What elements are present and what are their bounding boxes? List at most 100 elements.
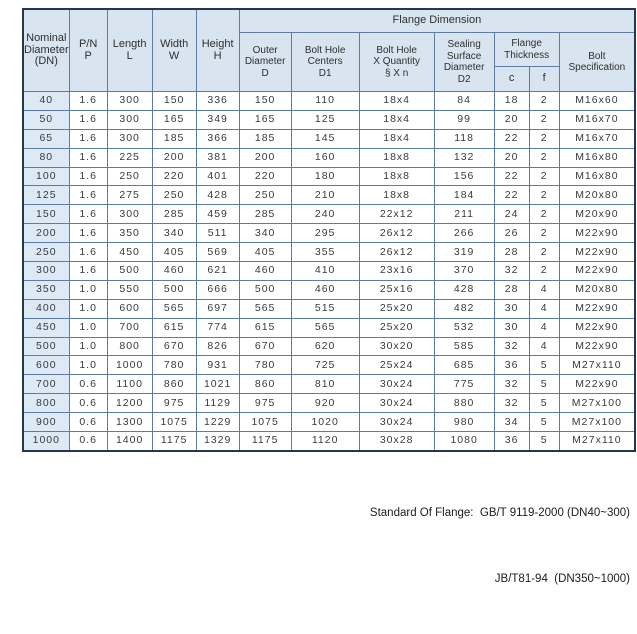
table-cell: 36: [493, 431, 530, 452]
table-cell: 184: [433, 185, 495, 206]
table-cell: M22x90: [558, 336, 636, 357]
table-cell: 110: [290, 91, 360, 111]
col-header-pn: P/N P: [68, 8, 108, 92]
cell-nominal-diameter: 900: [22, 412, 70, 433]
table-cell: 165: [151, 109, 197, 130]
table-cell: 5: [528, 431, 560, 452]
table-cell: 1.6: [68, 109, 108, 130]
table-cell: 428: [195, 185, 240, 206]
table-cell: 2: [528, 109, 560, 130]
table-cell: 980: [433, 412, 495, 433]
table-cell: M20x80: [558, 185, 636, 206]
table-cell: 28: [493, 242, 530, 263]
col-header-height: Height H: [195, 8, 240, 92]
table-cell: M22x90: [558, 261, 636, 281]
table-cell: M27x100: [558, 412, 636, 433]
table-cell: 250: [238, 185, 292, 206]
table-cell: 220: [238, 166, 292, 187]
table-row: 500 1.0 800 670 826 670 620 30x20 585 32 4 M22x90: [22, 336, 636, 357]
table-cell: 145: [290, 128, 360, 149]
table-cell: 266: [433, 223, 495, 244]
table-cell: 25x20: [358, 317, 435, 338]
table-cell: 1.0: [68, 336, 108, 357]
standard-line-1: Standard Of Flange: GB/T 9119-2000 (DN40…: [369, 507, 630, 519]
cell-nominal-diameter: 250: [22, 242, 70, 263]
table-cell: M20x80: [558, 279, 636, 300]
table-cell: 780: [151, 355, 197, 376]
table-cell: 2: [528, 204, 560, 225]
table-cell: 295: [290, 223, 360, 244]
table-cell: 5: [528, 355, 560, 376]
table-cell: 200: [151, 147, 197, 168]
cell-nominal-diameter: 300: [22, 261, 70, 281]
table-cell: 319: [433, 242, 495, 263]
group-header-flange-dimension: Flange Dimension: [238, 8, 636, 33]
table-cell: 2: [528, 166, 560, 187]
table-cell: 34: [493, 412, 530, 433]
table-cell: 185: [238, 128, 292, 149]
table-cell: 1.6: [68, 223, 108, 244]
table-cell: 931: [195, 355, 240, 376]
table-cell: 2: [528, 128, 560, 149]
table-cell: 1.0: [68, 317, 108, 338]
table-cell: 1175: [238, 431, 292, 452]
col-header-bolt-hole-centers: Bolt Hole Centers D1: [290, 32, 360, 92]
table-cell: 1120: [290, 431, 360, 452]
table-cell: 670: [238, 336, 292, 357]
table-row: 100 1.6 250 220 401 220 180 18x8 156 22 2 M16x80: [22, 166, 636, 187]
table-cell: 1.0: [68, 355, 108, 376]
cell-nominal-diameter: 100: [22, 166, 70, 187]
table-cell: 685: [433, 355, 495, 376]
table-cell: 1020: [290, 412, 360, 433]
table-cell: 511: [195, 223, 240, 244]
table-cell: 84: [433, 91, 495, 111]
table-cell: 250: [106, 166, 153, 187]
table-cell: 225: [106, 147, 153, 168]
cell-nominal-diameter: 50: [22, 109, 70, 130]
table-cell: 2: [528, 185, 560, 206]
col-header-nominal-diameter: Nominal Diameter (DN): [22, 8, 70, 92]
table-cell: 5: [528, 393, 560, 414]
table-cell: 615: [151, 317, 197, 338]
table-cell: 800: [106, 336, 153, 357]
table-cell: M22x90: [558, 242, 636, 263]
table-cell: 532: [433, 317, 495, 338]
table-row: 1000 0.6 1400 1175 1329 1175 1120 30x28 1080 36 5 M…: [22, 431, 636, 452]
col-header-bolt-specification: Bolt Specification: [558, 32, 636, 92]
cell-nominal-diameter: 350: [22, 279, 70, 300]
table-cell: 1300: [106, 412, 153, 433]
table-cell: 30x28: [358, 431, 435, 452]
table-cell: 200: [238, 147, 292, 168]
table-cell: 26: [493, 223, 530, 244]
table-cell: 1.6: [68, 185, 108, 206]
table-cell: 860: [238, 374, 292, 395]
table-row: 40 1.6 300 150 336 150 110 18x4 84 18 2 M16x60: [22, 91, 636, 111]
table-cell: 28: [493, 279, 530, 300]
table-cell: 220: [151, 166, 197, 187]
cell-nominal-diameter: 800: [22, 393, 70, 414]
table-row: 150 1.6 300 285 459 285 240 22x12 211 24 2 M20x90: [22, 204, 636, 225]
table-cell: 1400: [106, 431, 153, 452]
table-cell: 410: [290, 261, 360, 281]
cell-nominal-diameter: 400: [22, 298, 70, 319]
table-cell: 118: [433, 128, 495, 149]
table-cell: 20: [493, 109, 530, 130]
table-cell: 22: [493, 185, 530, 206]
table-cell: M16x70: [558, 128, 636, 149]
table-cell: 500: [151, 279, 197, 300]
table-cell: 25x24: [358, 355, 435, 376]
table-row: 300 1.6 500 460 621 460 410 23x16 370 32 2 M22x90: [22, 261, 636, 281]
table-cell: 180: [290, 166, 360, 187]
col-header-flange-thickness: Flange Thickness: [493, 32, 560, 67]
table-cell: 18x4: [358, 91, 435, 111]
table-cell: 5: [528, 412, 560, 433]
table-cell: 600: [106, 298, 153, 319]
cell-nominal-diameter: 600: [22, 355, 70, 376]
table-cell: 5: [528, 374, 560, 395]
flange-spec-page: Nominal Diameter (DN) P/N P Length L Wid…: [22, 8, 637, 585]
table-cell: 405: [238, 242, 292, 263]
cell-nominal-diameter: 450: [22, 317, 70, 338]
table-cell: 340: [151, 223, 197, 244]
cell-nominal-diameter: 65: [22, 128, 70, 149]
table-cell: 1229: [195, 412, 240, 433]
